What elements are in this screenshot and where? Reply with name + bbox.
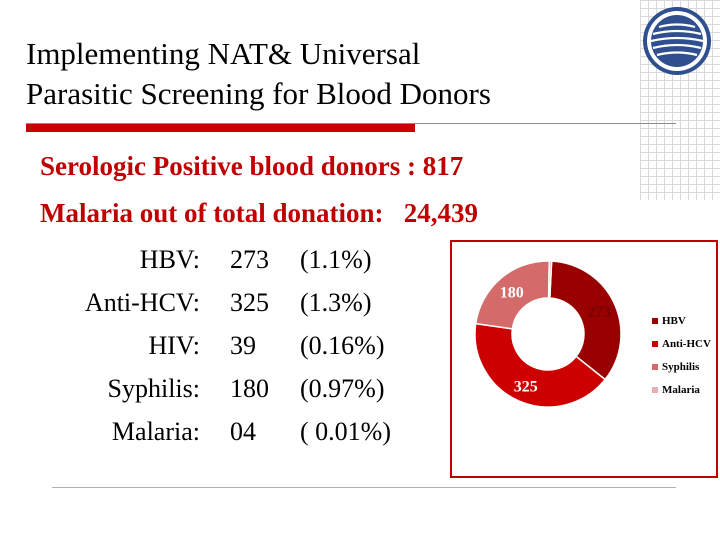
stat-percent: (1.1%) <box>300 245 372 274</box>
title-line-2: Parasitic Screening for Blood Donors <box>26 76 491 112</box>
donut-data-label: 325 <box>514 378 538 395</box>
title-divider <box>26 123 676 124</box>
donut-slice-malaria <box>547 260 553 299</box>
title-line-1: Implementing NAT& Universal <box>26 36 421 71</box>
title-accent-bar <box>26 124 415 132</box>
stat-label: Syphilis: <box>107 374 200 403</box>
footer-divider <box>52 487 676 488</box>
subtitle-malaria: Malaria out of total donation: 24,439 <box>40 198 478 228</box>
doughnut-chart: 273 325 180 HBV Anti-HCV Syphilis Malaria <box>474 260 711 408</box>
stat-percent: (1.3%) <box>300 288 372 317</box>
stat-percent: (0.97%) <box>300 374 385 403</box>
legend-label: Anti-HCV <box>662 338 711 350</box>
legend-swatch <box>652 318 658 324</box>
stat-count: 325 <box>230 288 269 317</box>
stat-count: 180 <box>230 374 269 403</box>
legend-swatch <box>652 341 658 347</box>
doughnut-chart-frame: 273 325 180 HBV Anti-HCV Syphilis Malaria <box>450 240 718 478</box>
legend-label: HBV <box>662 315 686 327</box>
stat-percent: ( 0.01%) <box>300 417 391 446</box>
globe-logo-icon <box>643 7 711 75</box>
stat-percent: (0.16%) <box>300 331 385 360</box>
stat-count: 273 <box>230 245 269 274</box>
stat-label: Malaria: <box>111 417 200 446</box>
legend-label: Syphilis <box>662 361 700 373</box>
legend-swatch <box>652 364 658 370</box>
stat-count: 39 <box>230 331 256 360</box>
donut-slice-anti-hcv <box>474 322 607 408</box>
donut-data-label: 180 <box>500 284 524 301</box>
legend-label: Malaria <box>662 384 700 396</box>
stat-label: HBV: <box>139 245 200 274</box>
donut-slice-hbv <box>549 260 622 381</box>
donut-data-label: 273 <box>587 304 611 321</box>
slide-title: Implementing NAT& Universal Parasitic Sc… <box>26 34 626 115</box>
subtitle-serologic: Serologic Positive blood donors : 817 <box>40 151 464 181</box>
legend-swatch <box>652 387 658 393</box>
stat-count: 04 <box>230 417 256 446</box>
stat-label: Anti-HCV: <box>84 288 200 317</box>
stat-label: HIV: <box>148 331 200 360</box>
